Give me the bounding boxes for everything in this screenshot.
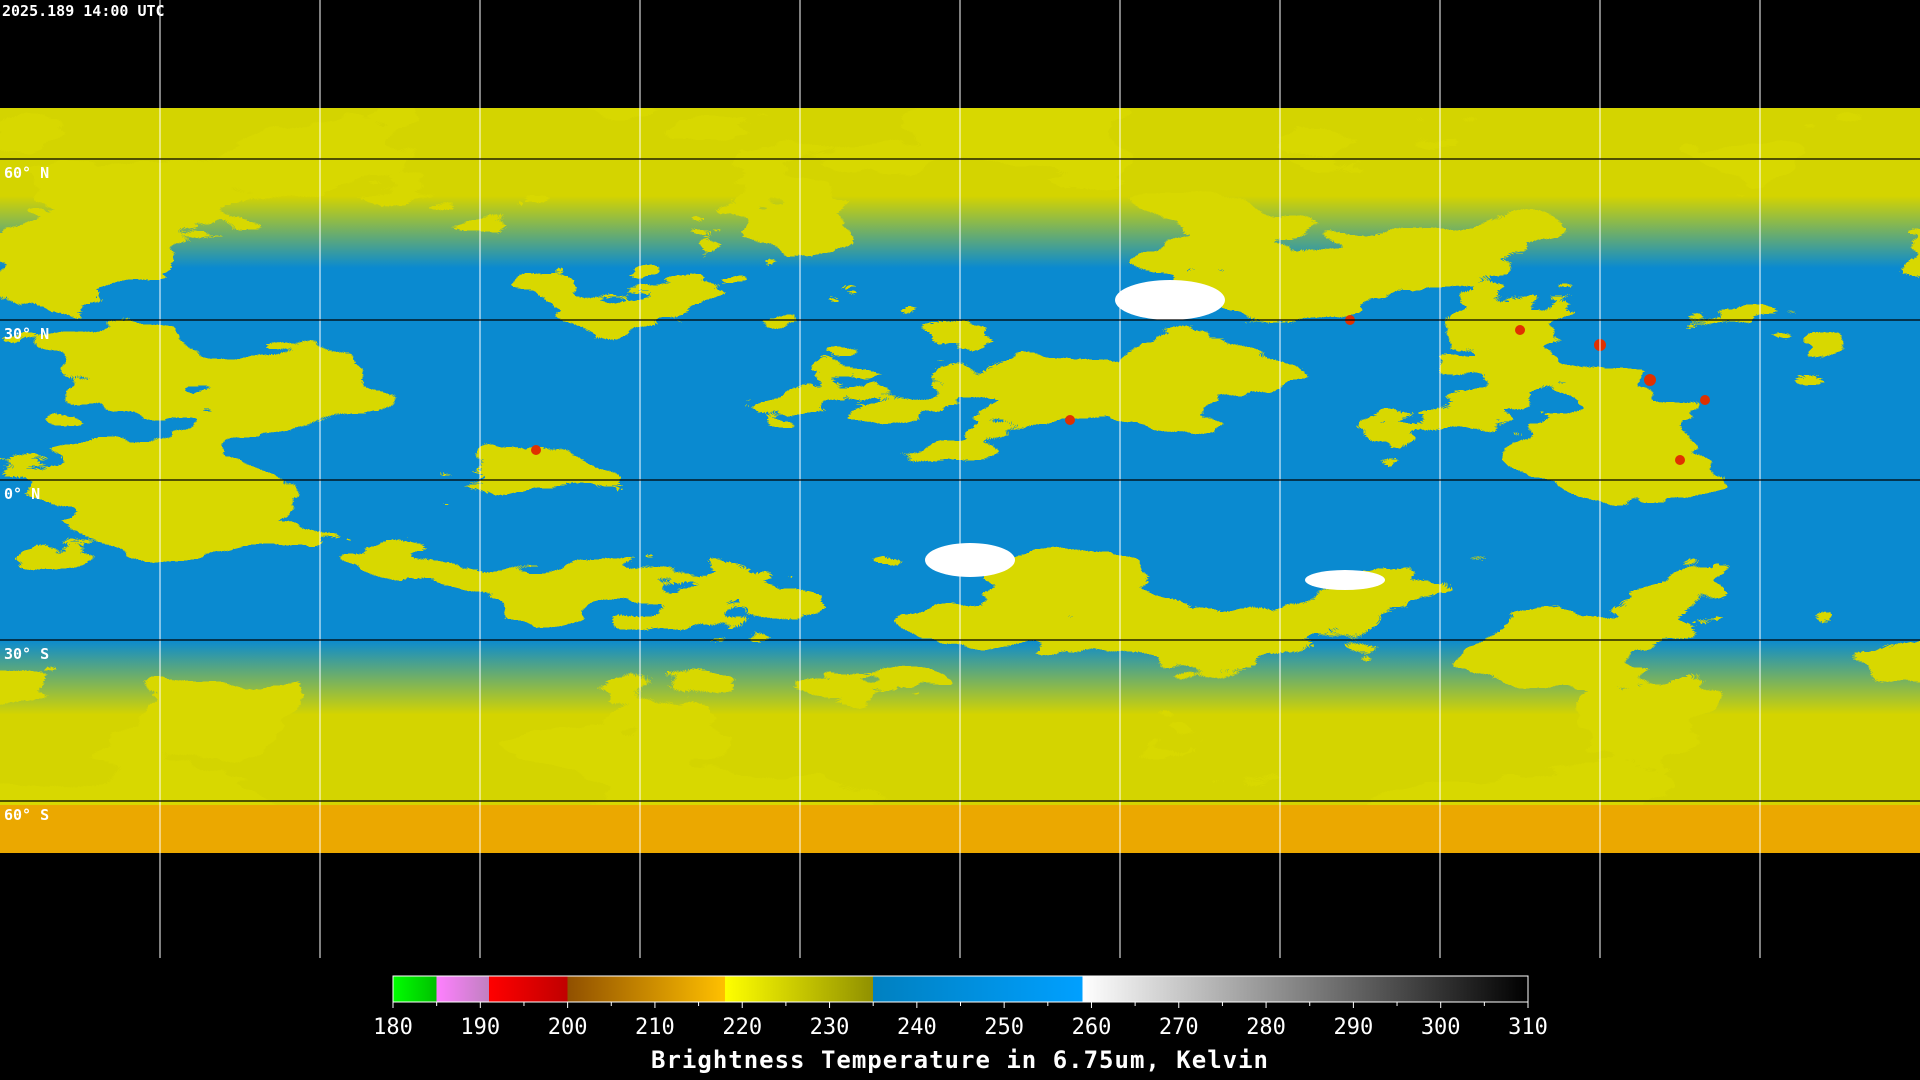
dry-area: [925, 543, 1015, 577]
latitude-label: 30° N: [4, 325, 49, 343]
colorbar-tick-label: 210: [635, 1015, 675, 1040]
latitude-label: 30° S: [4, 645, 49, 663]
colorbar-title: Brightness Temperature in 6.75um, Kelvin: [651, 1046, 1269, 1074]
dry-area: [1115, 280, 1225, 320]
latitude-label: 0° N: [4, 485, 40, 503]
colorbar-tick-label: 310: [1508, 1015, 1548, 1040]
colorbar-tick-label: 230: [810, 1015, 850, 1040]
map: 2025.189 14:00 UTC 60° N30° N0° N30° S60…: [0, 0, 1920, 960]
colorbar-tick-label: 180: [373, 1015, 413, 1040]
graticule: [0, 0, 1920, 958]
colorbar-tick-label: 190: [460, 1015, 500, 1040]
colorbar-tick-label: 260: [1072, 1015, 1112, 1040]
colorbar: Brightness Temperature in 6.75um, Kelvin…: [373, 975, 1548, 1074]
latitude-label: 60° N: [4, 164, 49, 182]
colorbar-tick-label: 250: [984, 1015, 1024, 1040]
colorbar-ramp: [392, 975, 1529, 1003]
colorbar-tick-label: 220: [722, 1015, 762, 1040]
colorbar-tick-label: 280: [1246, 1015, 1286, 1040]
latitude-label: 60° S: [4, 806, 49, 824]
colorbar-tick-label: 200: [548, 1015, 588, 1040]
timestamp: 2025.189 14:00 UTC: [2, 2, 165, 20]
latitude-labels: 60° N 30° N 0° N 30° S 60° S: [4, 164, 49, 824]
colorbar-tick-label: 300: [1421, 1015, 1461, 1040]
colorbar-tick-label: 240: [897, 1015, 937, 1040]
dry-area: [1305, 570, 1385, 590]
colorbar-tick-label: 290: [1334, 1015, 1374, 1040]
colorbar-tick-label: 270: [1159, 1015, 1199, 1040]
